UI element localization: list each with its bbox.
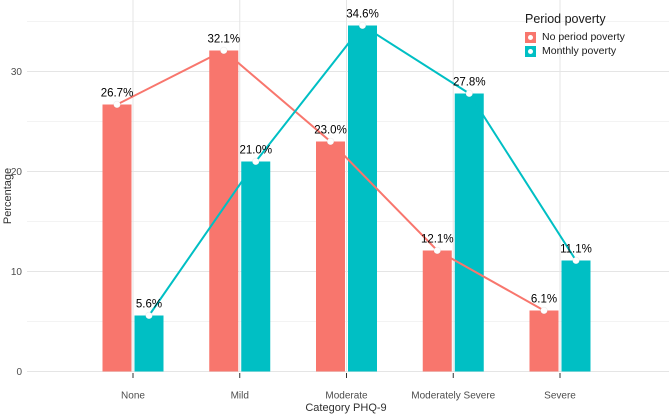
bar-value-label: 23.0% [314, 125, 347, 137]
bar-value-label: 32.1% [207, 34, 240, 46]
point-marker [358, 21, 367, 30]
bar [422, 250, 452, 372]
point-marker [465, 89, 474, 98]
x-tick-label: Moderately Severe [411, 391, 495, 402]
point-marker [219, 46, 228, 55]
point-marker [540, 306, 548, 315]
y-tick-label: 20 [11, 167, 23, 178]
y-axis-title: Percentage [2, 167, 14, 225]
bar [529, 310, 559, 372]
legend-item: No period poverty [525, 31, 625, 43]
bar [134, 315, 164, 372]
bar-value-label: 27.8% [453, 77, 486, 89]
y-tick-label: 30 [11, 67, 23, 78]
bar [241, 161, 271, 372]
x-tick-label: None [121, 391, 145, 402]
legend-items: No period poverty Monthly poverty [525, 31, 625, 57]
point-marker [145, 311, 153, 320]
bar-value-label: 34.6% [346, 9, 379, 21]
bar [348, 25, 377, 372]
legend-label: No period poverty [542, 31, 625, 43]
point-marker [251, 157, 260, 166]
bar-value-label: 6.1% [531, 294, 557, 306]
point-marker [113, 100, 121, 109]
bar-value-label: 21.0% [239, 145, 272, 157]
point-marker [326, 137, 335, 146]
bar [316, 141, 345, 372]
legend-key-point-icon [528, 34, 533, 40]
y-tick-label: 10 [11, 267, 23, 278]
bar [454, 93, 484, 372]
bar-value-label: 5.6% [136, 299, 162, 311]
legend-item: Monthly poverty [525, 45, 625, 57]
point-marker [433, 246, 442, 255]
x-axis-title: Category PHQ-9 [305, 402, 387, 414]
point-marker [572, 256, 580, 265]
bar-value-label: 12.1% [421, 234, 454, 246]
legend-title: Period poverty [525, 12, 606, 26]
legend-key-swatch [525, 45, 536, 57]
bar [102, 104, 132, 372]
legend-label: Monthly poverty [542, 45, 617, 57]
legend-key-point-icon [528, 48, 533, 54]
y-tick-label: 0 [16, 367, 22, 378]
bar [209, 50, 239, 372]
x-tick-label: Severe [544, 391, 576, 402]
x-tick-label: Moderate [325, 391, 368, 402]
legend: Period poverty No period poverty Monthly … [525, 12, 625, 59]
legend-key-swatch [525, 31, 536, 43]
x-tick-label: Mild [231, 391, 249, 402]
bar-value-label: 26.7% [101, 88, 134, 100]
bar-value-label: 11.1% [560, 244, 592, 256]
bar [561, 260, 591, 372]
